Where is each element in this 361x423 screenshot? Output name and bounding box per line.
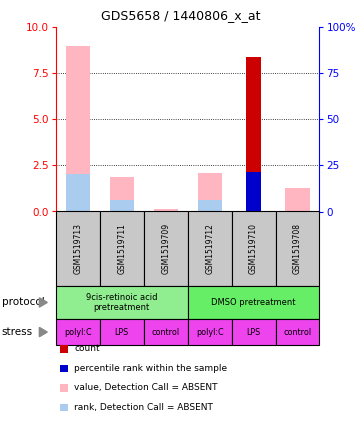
Bar <box>275 212 319 286</box>
Text: percentile rank within the sample: percentile rank within the sample <box>74 364 227 373</box>
Bar <box>188 286 319 319</box>
Bar <box>197 200 222 212</box>
Bar <box>110 176 134 212</box>
Text: count: count <box>74 344 100 354</box>
Bar <box>110 200 134 212</box>
Bar <box>144 212 188 286</box>
Text: control: control <box>152 327 180 337</box>
Text: GSM1519713: GSM1519713 <box>73 223 82 274</box>
Bar <box>144 319 188 345</box>
Text: control: control <box>283 327 312 337</box>
Text: GSM1519710: GSM1519710 <box>249 223 258 274</box>
Text: LPS: LPS <box>115 327 129 337</box>
Bar <box>56 212 100 286</box>
Bar <box>56 286 188 319</box>
Text: rank, Detection Call = ABSENT: rank, Detection Call = ABSENT <box>74 403 213 412</box>
Text: GSM1519708: GSM1519708 <box>293 223 302 274</box>
Bar <box>232 319 275 345</box>
Text: polyI:C: polyI:C <box>64 327 92 337</box>
Text: GSM1519712: GSM1519712 <box>205 223 214 274</box>
Bar <box>188 212 232 286</box>
Bar <box>232 212 275 286</box>
Bar <box>154 209 178 212</box>
Bar <box>246 172 261 212</box>
Text: LPS: LPS <box>247 327 261 337</box>
Text: GSM1519711: GSM1519711 <box>117 223 126 274</box>
Bar <box>286 187 310 212</box>
Bar <box>66 174 90 212</box>
Bar <box>154 211 178 212</box>
Bar <box>197 173 222 212</box>
Bar <box>100 319 144 345</box>
Text: DMSO pretreatment: DMSO pretreatment <box>211 298 296 307</box>
Bar <box>188 319 232 345</box>
Text: GDS5658 / 1440806_x_at: GDS5658 / 1440806_x_at <box>101 9 260 22</box>
Text: polyI:C: polyI:C <box>196 327 223 337</box>
Text: value, Detection Call = ABSENT: value, Detection Call = ABSENT <box>74 383 218 393</box>
Text: stress: stress <box>2 327 33 337</box>
Text: GSM1519709: GSM1519709 <box>161 223 170 274</box>
Bar <box>66 46 90 212</box>
Bar <box>286 211 310 212</box>
Text: protocol: protocol <box>2 297 44 308</box>
Bar <box>246 57 261 212</box>
Bar <box>56 319 100 345</box>
Text: 9cis-retinoic acid
pretreatment: 9cis-retinoic acid pretreatment <box>86 293 158 312</box>
Bar <box>100 212 144 286</box>
Bar <box>275 319 319 345</box>
